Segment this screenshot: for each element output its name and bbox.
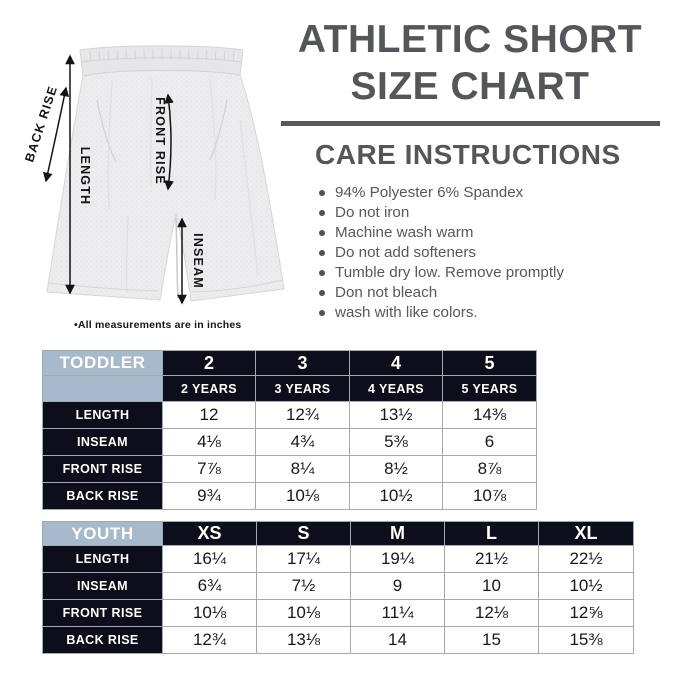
- size-value: 10⅞: [442, 482, 537, 510]
- care-instructions-list: 94% Polyester 6% Spandex Do not iron Mac…: [318, 185, 678, 325]
- size-value: 10⅛: [255, 482, 350, 510]
- care-item: Tumble dry low. Remove promptly: [318, 265, 678, 280]
- size-value: 14⅜: [442, 401, 537, 429]
- care-item: Do not add softeners: [318, 245, 678, 260]
- size-value: 8¼: [255, 455, 350, 483]
- care-item: Do not iron: [318, 205, 678, 220]
- size-value: 19¼: [350, 545, 445, 573]
- row-label: BACK RISE: [42, 482, 163, 510]
- size-value: 8⅞: [442, 455, 537, 483]
- group-header-toddler: TODDLER: [42, 350, 163, 376]
- size-value: 4⅛: [162, 428, 256, 456]
- care-item: wash with like colors.: [318, 305, 678, 320]
- shorts-diagram: BACK RISE LENGTH FRONT RISE INSEAM: [22, 45, 285, 305]
- size-value: 17¼: [256, 545, 351, 573]
- column-header: 4: [349, 350, 443, 376]
- care-item: Don not bleach: [318, 285, 678, 300]
- column-header: M: [350, 521, 445, 546]
- size-value: 10½: [349, 482, 443, 510]
- youth-size-table: YOUTH XS S M L XL LENGTH 16¼ 17¼ 19¼ 21½…: [42, 521, 634, 654]
- table-row: FRONT RISE 7⅞ 8¼ 8½ 8⅞: [42, 455, 537, 483]
- column-header: 5: [442, 350, 537, 376]
- size-value: 11¼: [350, 599, 445, 627]
- size-value: 8½: [349, 455, 443, 483]
- back-rise-label: BACK RISE: [22, 84, 60, 164]
- size-value: 21½: [444, 545, 539, 573]
- subcolumn-header: 3 YEARS: [255, 375, 350, 402]
- table-row: FRONT RISE 10⅛ 10⅛ 11¼ 12⅛ 12⅝: [42, 599, 634, 627]
- size-value: 12⅛: [444, 599, 539, 627]
- subcolumn-header: 2 YEARS: [162, 375, 256, 402]
- size-value: 12⅝: [538, 599, 634, 627]
- measurements-note: •All measurements are in inches: [74, 319, 242, 331]
- group-header-youth: YOUTH: [42, 521, 163, 546]
- row-label: LENGTH: [42, 401, 163, 429]
- table-row: INSEAM 6¾ 7½ 9 10 10½: [42, 572, 634, 600]
- size-value: 5⅜: [349, 428, 443, 456]
- table-row: BACK RISE 9¾ 10⅛ 10½ 10⅞: [42, 482, 537, 510]
- size-value: 13⅛: [256, 626, 351, 654]
- size-value: 13½: [349, 401, 443, 429]
- row-label: BACK RISE: [42, 626, 163, 654]
- size-value: 10½: [538, 572, 634, 600]
- inseam-label: INSEAM: [191, 233, 205, 289]
- size-value: 15⅜: [538, 626, 634, 654]
- size-value: 7⅞: [162, 455, 256, 483]
- size-value: 12¾: [162, 626, 257, 654]
- size-value: 16¼: [162, 545, 257, 573]
- size-value: 10⅛: [162, 599, 257, 627]
- row-label: INSEAM: [42, 572, 163, 600]
- column-header: 2: [162, 350, 256, 376]
- column-header: 3: [255, 350, 350, 376]
- row-label: FRONT RISE: [42, 599, 163, 627]
- column-header: S: [256, 521, 351, 546]
- size-value: 14: [350, 626, 445, 654]
- size-value: 12: [162, 401, 256, 429]
- care-item: 94% Polyester 6% Spandex: [318, 185, 678, 200]
- page-title: ATHLETIC SHORT SIZE CHART: [280, 16, 660, 110]
- size-value: 6¾: [162, 572, 257, 600]
- toddler-size-table: TODDLER 2 3 4 5 2 YEARS 3 YEARS 4 YEARS …: [42, 350, 537, 510]
- size-value: 10⅛: [256, 599, 351, 627]
- table-row: LENGTH 16¼ 17¼ 19¼ 21½ 22½: [42, 545, 634, 573]
- back-rise-arrow: [43, 86, 70, 183]
- table-row: INSEAM 4⅛ 4¾ 5⅜ 6: [42, 428, 537, 456]
- size-value: 10: [444, 572, 539, 600]
- size-value: 4¾: [255, 428, 350, 456]
- size-value: 7½: [256, 572, 351, 600]
- size-value: 9: [350, 572, 445, 600]
- page-title-line2: SIZE CHART: [350, 65, 590, 108]
- size-value: 15: [444, 626, 539, 654]
- length-label: LENGTH: [78, 147, 92, 206]
- table-row: YOUTH XS S M L XL: [42, 521, 634, 546]
- empty-cell: [42, 375, 163, 402]
- subcolumn-header: 4 YEARS: [349, 375, 443, 402]
- column-header: XS: [162, 521, 257, 546]
- row-label: FRONT RISE: [42, 455, 163, 483]
- column-header: XL: [538, 521, 634, 546]
- size-value: 6: [442, 428, 537, 456]
- row-label: LENGTH: [42, 545, 163, 573]
- table-row: LENGTH 12 12¾ 13½ 14⅜: [42, 401, 537, 429]
- table-row: TODDLER 2 3 4 5: [42, 350, 537, 376]
- page-title-line1: ATHLETIC SHORT: [297, 18, 643, 61]
- size-value: 12¾: [255, 401, 350, 429]
- front-rise-label: FRONT RISE: [153, 97, 167, 185]
- size-value: 22½: [538, 545, 634, 573]
- column-header: L: [444, 521, 539, 546]
- care-instructions-heading: CARE INSTRUCTIONS: [315, 139, 621, 170]
- table-row: BACK RISE 12¾ 13⅛ 14 15 15⅜: [42, 626, 634, 654]
- size-value: 9¾: [162, 482, 256, 510]
- row-label: INSEAM: [42, 428, 163, 456]
- title-divider: [281, 121, 660, 126]
- table-row: 2 YEARS 3 YEARS 4 YEARS 5 YEARS: [42, 375, 537, 402]
- subcolumn-header: 5 YEARS: [442, 375, 537, 402]
- care-item: Machine wash warm: [318, 225, 678, 240]
- front-rise-arrow: [164, 93, 174, 191]
